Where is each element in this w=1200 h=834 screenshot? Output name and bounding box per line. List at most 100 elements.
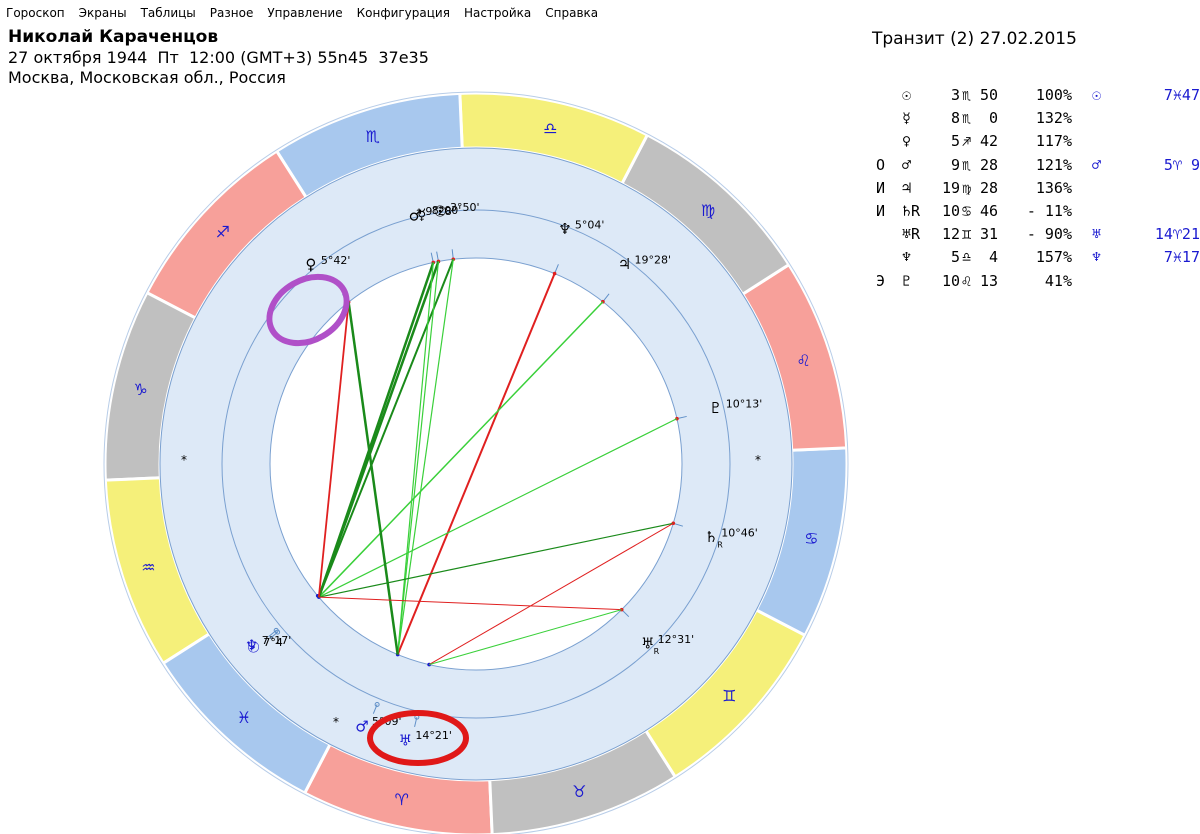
aspect-line (396, 273, 556, 655)
aspect-line (317, 302, 350, 598)
planet-cell-pct: 117% (1035, 132, 1072, 151)
planet-degree-label: 12°31' (658, 633, 695, 646)
transit-point (374, 701, 380, 707)
planet-cell-aspect: И (876, 178, 886, 197)
highlight-oval-transit (367, 710, 469, 766)
zodiac-sign-glyph: ♍ (701, 201, 715, 220)
menu-bar: Гороскоп Экраны Таблицы Разное Управлени… (0, 0, 1200, 26)
planet-cell-sign: ♏ (962, 86, 972, 104)
planet-cell-sign: ♏ (962, 109, 972, 128)
planet-cell-t-symbol: ☉ (1092, 86, 1102, 104)
house-asterisk: * (181, 453, 187, 467)
planet-cell-sign: ♋ (962, 201, 972, 220)
transit-degree-label: 14°21' (415, 729, 452, 742)
planet-cell-pct: 157% (1035, 248, 1072, 267)
zodiac-sign-glyph: ♓ (237, 708, 251, 727)
menu-settings[interactable]: Настройка (463, 6, 532, 20)
aspect-line (397, 259, 454, 655)
planet-glyph-uranus: ♅ (641, 635, 654, 653)
planet-cell-symbol: ♄R (902, 201, 921, 220)
planet-cell-symbol: ♆ (902, 248, 912, 267)
planet-cell-aspect: И (876, 201, 886, 220)
planet-degree-label: 9°28' (425, 205, 455, 218)
planet-cell-deg: 10 (941, 271, 960, 290)
planet-cell-t-pos: 7♓17 (1163, 248, 1200, 267)
aspect-line (428, 522, 674, 666)
planet-degree-label: 5°42' (321, 254, 351, 267)
planet-cell-aspect: О (876, 155, 886, 174)
zodiac-sign-glyph: ♒ (141, 558, 155, 577)
aspect-line (317, 262, 435, 598)
menu-tables[interactable]: Таблицы (140, 6, 196, 20)
planet-cell-deg: 5 (950, 132, 960, 151)
planet-cell-min: 0 (980, 109, 999, 128)
zodiac-sign-glyph: ♑ (133, 380, 147, 399)
aspect-line (428, 609, 622, 666)
planet-cell-pct: - 11% (1026, 201, 1072, 220)
transit-glyph-t-mars: ♂ (355, 718, 368, 736)
house-asterisk: * (755, 453, 761, 467)
planet-cell-t-pos: 5♈ 9 (1163, 155, 1200, 174)
planet-cell-deg: 9 (950, 155, 960, 174)
planet-glyph-venus: ♀ (305, 255, 316, 273)
birth-place: Москва, Московская обл., Россия (8, 68, 286, 87)
planet-cell-pct: 136% (1035, 178, 1072, 197)
planet-cell-symbol: ♇ (902, 271, 912, 290)
menu-control[interactable]: Управление (267, 6, 343, 20)
zodiac-sign-glyph: ♎ (543, 119, 557, 138)
planet-glyph-mars: ♂ (409, 207, 422, 225)
zodiac-sign-glyph: ♉ (572, 782, 586, 801)
transit-glyph-t-neptune: ♆ (245, 637, 258, 655)
planet-degree-label: 10°13' (726, 398, 763, 411)
planet-cell-sign: ♐ (962, 132, 972, 151)
outer-ring-border (103, 91, 849, 834)
menu-horoscope[interactable]: Гороскоп (6, 6, 65, 20)
transit-title: Транзит (2) 27.02.2015 (872, 29, 1077, 49)
menu-help[interactable]: Справка (545, 6, 599, 20)
zodiac-sign-glyph: ♏ (366, 127, 380, 146)
planet-degree-label: 8°00' (432, 204, 462, 217)
planet-cell-symbol: ♅R (902, 225, 921, 244)
planet-cell-sign: ♊ (962, 225, 972, 244)
aspect-line (318, 301, 604, 598)
aspect-line (317, 258, 455, 598)
planet-cell-symbol: ♀ (902, 132, 912, 151)
planet-degree-label: 3°50' (450, 201, 480, 214)
planet-cell-min: 42 (980, 132, 999, 151)
planet-cell-deg: 3 (950, 86, 960, 104)
aspect-line (318, 418, 678, 598)
planet-cell-min: 46 (980, 201, 999, 220)
planet-cell-min: 13 (980, 271, 999, 290)
planet-glyph-pluto: ♇ (709, 399, 722, 417)
transit-glyph-t-uranus: ♅ (399, 732, 412, 750)
highlight-oval-natal (266, 273, 350, 347)
menu-screens[interactable]: Экраны (78, 6, 127, 20)
planet-cell-min: 31 (980, 225, 999, 244)
planet-cell-sign: ♌ (962, 271, 972, 290)
planet-cell-deg: 10 (941, 201, 960, 220)
planet-cell-deg: 12 (941, 225, 960, 244)
retrograde-mark: R (717, 541, 723, 550)
planet-cell-sign: ♎ (962, 248, 972, 267)
planet-cell-symbol: ♃ (902, 178, 912, 197)
menu-configuration[interactable]: Конфигурация (356, 6, 450, 20)
planet-cell-t-symbol: ♆ (1092, 248, 1102, 267)
planet-cell-t-pos: 7♓47 (1163, 86, 1200, 104)
planet-cell-aspect: Э (876, 271, 886, 290)
aspect-line (318, 596, 622, 611)
zodiac-sign-glyph: ♋ (804, 529, 818, 548)
planet-cell-pct: 121% (1035, 155, 1072, 174)
planet-cell-min: 4 (980, 248, 999, 267)
transit-degree-label: 7°4 (263, 636, 283, 649)
planet-cell-symbol: ♂ (902, 155, 912, 174)
planet-cell-t-symbol: ♂ (1092, 155, 1102, 174)
planet-glyph-jupiter: ♃ (618, 255, 631, 273)
planet-degree-label: 10°46' (721, 527, 758, 540)
planet-cell-sign: ♍ (962, 178, 972, 197)
planet-cell-pct: 41% (1044, 271, 1072, 290)
planet-cell-min: 28 (980, 155, 999, 174)
planet-cell-t-symbol: ♅ (1092, 225, 1102, 244)
menu-misc[interactable]: Разное (209, 6, 254, 20)
zodiac-sign-glyph: ♌ (796, 351, 810, 370)
